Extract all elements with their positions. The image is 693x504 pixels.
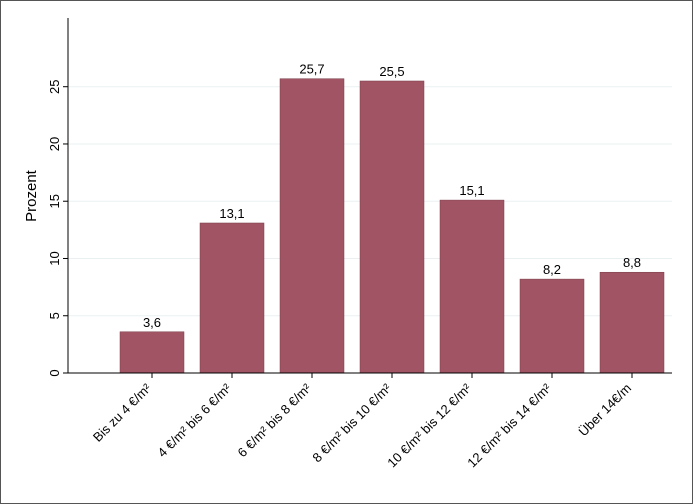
y-tick-label: 5 [47, 312, 62, 319]
y-tick-label: 0 [47, 369, 62, 376]
bar [199, 222, 265, 374]
y-tick-label: 15 [47, 194, 62, 208]
bar [359, 80, 425, 374]
value-label: 25,7 [299, 62, 324, 77]
y-tick-label: 10 [47, 251, 62, 265]
value-label: 3,6 [143, 315, 161, 330]
value-label: 25,5 [379, 64, 404, 79]
y-tick-label: 25 [47, 79, 62, 93]
bars [119, 78, 665, 374]
value-label: 8,8 [623, 255, 641, 270]
bar [599, 271, 665, 374]
bar [279, 78, 345, 374]
y-axis-label: Prozent [23, 169, 40, 222]
y-tick-label: 20 [47, 137, 62, 151]
value-label: 8,2 [543, 262, 561, 277]
value-label: 15,1 [459, 183, 484, 198]
bar [519, 278, 585, 374]
value-label: 13,1 [219, 206, 244, 221]
bar [439, 199, 505, 374]
bar [119, 331, 185, 374]
